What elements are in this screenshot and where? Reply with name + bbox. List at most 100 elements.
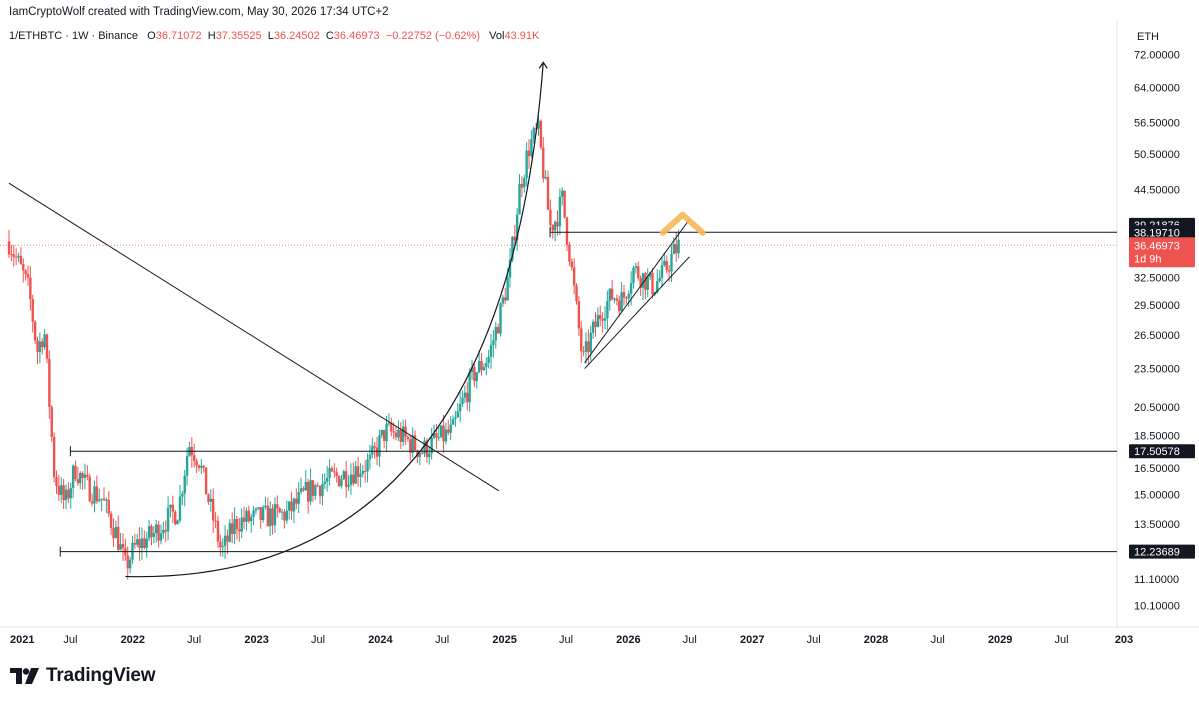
candle-body xyxy=(584,341,588,352)
candle-body xyxy=(169,504,172,508)
candle-body xyxy=(447,429,450,433)
candle-body xyxy=(477,360,481,373)
candle-body xyxy=(57,486,61,495)
candle-body xyxy=(235,518,239,530)
candle-body xyxy=(240,517,243,532)
candle-body xyxy=(24,270,27,274)
candle-body xyxy=(306,481,310,502)
candle-body xyxy=(672,244,676,255)
x-tick-label: Jul xyxy=(435,634,449,646)
y-tick-label: 18.50000 xyxy=(1134,431,1180,443)
symbol-label[interactable]: 1/ETHBTC · 1W · Binance xyxy=(9,30,138,42)
candle-body xyxy=(95,486,99,502)
candle-body xyxy=(185,456,189,476)
annotations-layer xyxy=(0,61,1117,578)
tradingview-logo[interactable]: TradingView xyxy=(10,665,156,687)
candle-body xyxy=(150,526,153,537)
price-level-marker xyxy=(1129,225,1195,240)
candle-body xyxy=(496,326,500,334)
candle-body xyxy=(354,466,357,484)
y-tick-label: 56.50000 xyxy=(1134,117,1180,129)
time-axis-ticks: 2021 Jul 2022 Jul 2023 Jul 2024 Jul 2025 Jul 2026 J… xyxy=(10,634,1133,646)
candle-body xyxy=(390,423,393,432)
candle-body xyxy=(81,472,84,478)
candle-body xyxy=(245,510,248,522)
candle-body xyxy=(580,328,583,352)
candle-body xyxy=(299,488,303,492)
candle-body xyxy=(558,196,562,227)
marker-countdown: 1d 9h xyxy=(1134,253,1162,265)
candle-body xyxy=(563,190,566,218)
candle-body xyxy=(31,298,34,322)
candle-body xyxy=(278,508,281,513)
candle-body xyxy=(325,477,329,482)
candle-body xyxy=(140,538,144,549)
candle-body xyxy=(98,499,101,502)
candle-body xyxy=(340,479,343,487)
candle-body xyxy=(257,507,260,509)
candle-body xyxy=(442,425,445,442)
candle-body xyxy=(551,224,554,231)
y-tick-label: 16.50000 xyxy=(1134,463,1180,475)
high-label: H xyxy=(207,30,216,42)
candle-body xyxy=(221,546,224,548)
x-tick-label: 2025 xyxy=(492,634,516,646)
candle-body xyxy=(511,236,514,260)
candle-body xyxy=(463,392,467,398)
candle-body xyxy=(22,264,25,271)
y-tick-label: 26.50000 xyxy=(1134,330,1180,342)
y-tick-label: 29.50000 xyxy=(1134,300,1180,312)
candle-body xyxy=(544,176,547,179)
y-tick-label: 11.10000 xyxy=(1134,574,1179,586)
candle-body xyxy=(223,535,227,547)
candle-body xyxy=(501,297,505,304)
price-level-marker xyxy=(1129,444,1195,459)
candle-body xyxy=(577,301,581,329)
price-axis-panel[interactable] xyxy=(1117,20,1199,627)
candle-body xyxy=(418,453,421,458)
x-tick-label: 2024 xyxy=(368,634,393,646)
candle-body xyxy=(335,472,338,477)
candle-body xyxy=(231,523,234,535)
candle-body xyxy=(494,326,497,341)
candle-body xyxy=(506,277,509,301)
candle-body xyxy=(613,298,616,300)
candle-body xyxy=(608,288,611,302)
x-tick-label: Jul xyxy=(1055,634,1069,646)
candle-body xyxy=(371,446,374,455)
candle-body xyxy=(290,501,293,512)
x-tick-label: 2022 xyxy=(121,634,145,646)
candle-body xyxy=(200,465,203,468)
y-tick-label: 64.00000 xyxy=(1134,83,1180,95)
open-label: O xyxy=(147,30,156,42)
x-tick-label: 203 xyxy=(1115,634,1133,646)
candle-body xyxy=(456,411,459,418)
candle-body xyxy=(43,334,46,348)
tradingview-wordmark: TradingView xyxy=(46,665,156,686)
candle-body xyxy=(242,517,246,522)
candle-body xyxy=(69,487,72,499)
candle-body xyxy=(259,507,262,520)
candle-body xyxy=(183,475,186,494)
candle-body xyxy=(202,465,205,468)
candle-body xyxy=(425,440,429,458)
candle-body xyxy=(606,301,609,319)
candle-body xyxy=(64,489,68,501)
candle-body xyxy=(193,455,196,461)
y-tick-label: 32.50000 xyxy=(1134,273,1180,285)
candle-body xyxy=(114,526,118,539)
candle-body xyxy=(639,278,642,288)
candle-body xyxy=(214,520,217,522)
candle-body xyxy=(437,437,440,439)
candle-body xyxy=(549,209,552,225)
ohlc-legend: 1/ETHBTC · 1W · Binance O36.71072 H37.35… xyxy=(9,30,539,42)
candle-body xyxy=(568,244,571,262)
y-tick-label: 20.50000 xyxy=(1134,402,1180,414)
current-price-marker xyxy=(1129,237,1195,268)
candle-body xyxy=(280,511,284,513)
candle-body xyxy=(126,555,129,569)
candle-body xyxy=(19,255,23,265)
candle-body xyxy=(79,472,82,484)
candle-body xyxy=(565,217,569,245)
